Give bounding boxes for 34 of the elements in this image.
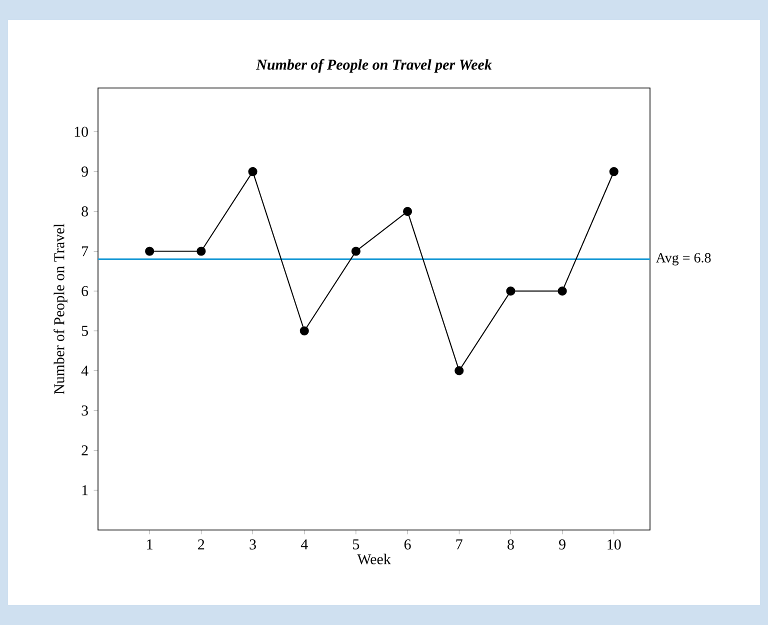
y-tick-label: 10 [74, 126, 88, 137]
point [609, 167, 618, 176]
x-tick-label: 8 [508, 539, 514, 550]
point [300, 326, 309, 336]
y-tick-label: 5 [82, 326, 88, 336]
x-tick-label: 5 [353, 539, 360, 550]
x-tick-label: 10 [608, 539, 621, 550]
point [248, 167, 258, 176]
ref-line-label: Avg = 6.8 [656, 253, 711, 266]
point [196, 246, 206, 256]
point [402, 206, 412, 216]
y-tick-label: 9 [82, 166, 88, 177]
x-axis-title: Week [357, 554, 391, 564]
y-tick-label: 2 [82, 445, 88, 456]
x-tick-label: 7 [456, 539, 462, 550]
y-tick-label: 6 [82, 286, 88, 296]
y-tick-label: 3 [82, 405, 88, 416]
chart-title: Number of People on Travel per Week [256, 59, 492, 73]
x-tick-label: 2 [198, 539, 204, 550]
x-tick-label: 4 [300, 539, 308, 550]
y-tick-label: 7 [82, 246, 88, 256]
point [558, 286, 567, 296]
x-tick-label: 9 [559, 539, 566, 550]
point [454, 366, 464, 376]
y-tick-label: 4 [81, 366, 88, 376]
x-tick-label: 3 [250, 539, 256, 550]
point [145, 246, 154, 256]
y-tick-label: 8 [82, 206, 88, 216]
y-tick-label: 1 [82, 485, 88, 496]
x-tick-label: 1 [147, 539, 152, 550]
y-axis-title: Number of People on Travel [54, 224, 68, 394]
point [351, 246, 361, 256]
point [506, 286, 516, 296]
x-tick-label: 6 [404, 539, 411, 550]
